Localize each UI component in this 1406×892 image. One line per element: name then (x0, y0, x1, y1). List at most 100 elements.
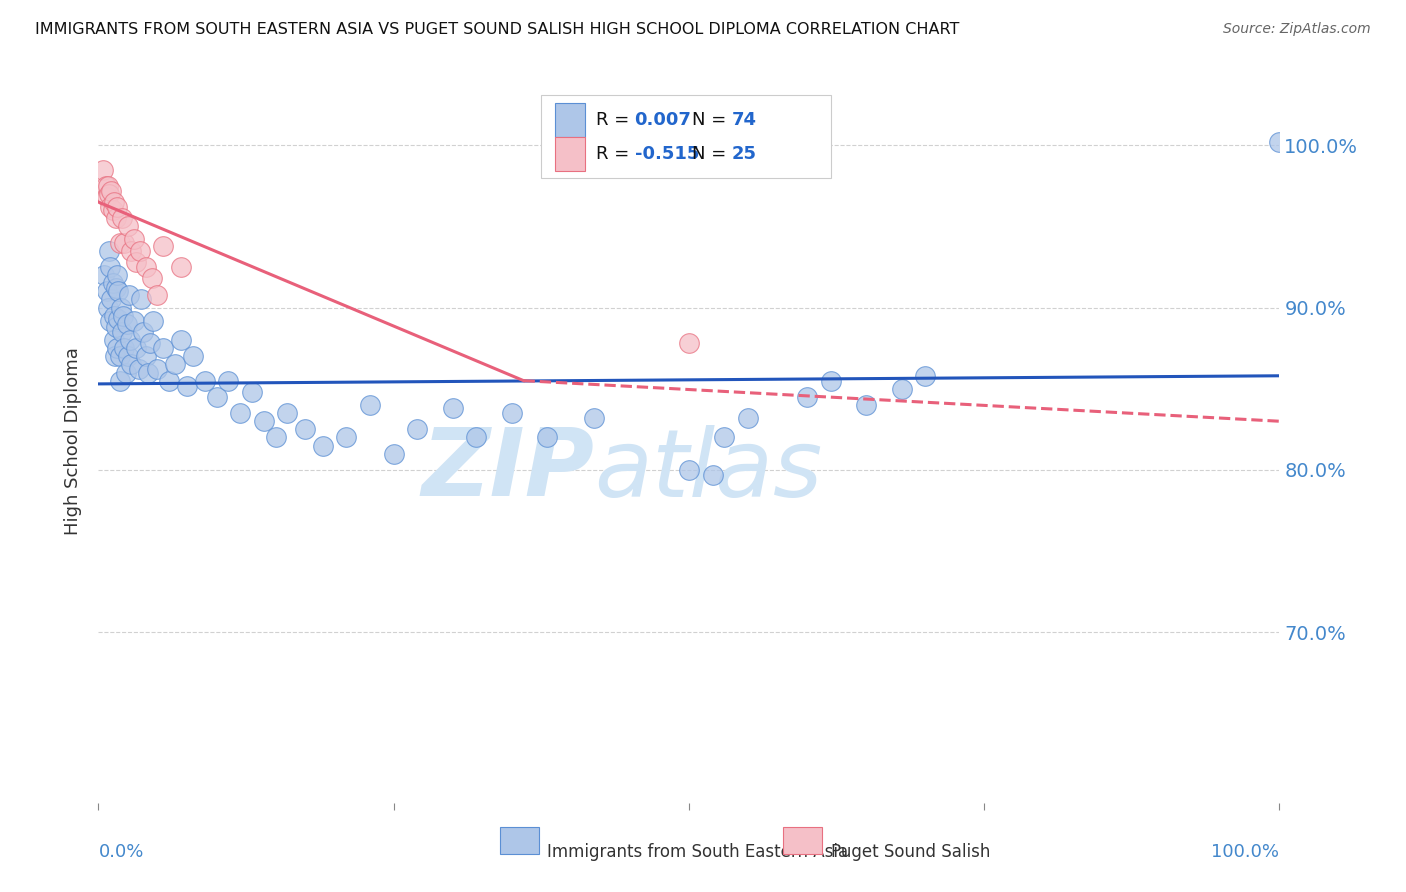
Text: IMMIGRANTS FROM SOUTH EASTERN ASIA VS PUGET SOUND SALISH HIGH SCHOOL DIPLOMA COR: IMMIGRANTS FROM SOUTH EASTERN ASIA VS PU… (35, 22, 959, 37)
Point (105, 211, 128, 226)
Point (146, 362, 169, 376)
Point (120, 333, 142, 347)
Point (382, 447, 405, 461)
Point (121, 244, 143, 258)
Point (128, 362, 150, 376)
Text: R =: R = (596, 145, 634, 163)
Point (98, 186, 121, 201)
Point (105, 268, 128, 282)
Text: Source: ZipAtlas.com: Source: ZipAtlas.com (1223, 22, 1371, 37)
Text: N =: N = (693, 145, 733, 163)
Point (240, 384, 263, 399)
Point (94, 178, 117, 193)
Text: 25: 25 (731, 145, 756, 163)
Y-axis label: High School Diploma: High School Diploma (65, 348, 83, 535)
Text: Puget Sound Salish: Puget Sound Salish (831, 843, 990, 861)
Point (112, 341, 135, 355)
Point (312, 439, 335, 453)
Point (125, 255, 148, 269)
Point (465, 430, 488, 444)
Point (128, 244, 150, 258)
Point (107, 285, 129, 299)
Point (101, 277, 124, 291)
Point (121, 358, 143, 372)
Point (122, 313, 145, 327)
Point (536, 430, 558, 444)
Point (105, 281, 128, 295)
Point (103, 333, 125, 347)
Point (115, 317, 138, 331)
Point (229, 406, 252, 420)
Point (135, 260, 157, 274)
Point (406, 422, 429, 436)
Point (105, 341, 128, 355)
Text: atlas: atlas (595, 425, 823, 516)
Point (678, 463, 700, 477)
Bar (555, 136, 585, 171)
Point (96, 285, 118, 299)
Point (112, 309, 135, 323)
Point (737, 411, 759, 425)
Text: 0.0%: 0.0% (98, 843, 143, 861)
Point (111, 211, 134, 226)
Text: N =: N = (693, 111, 733, 129)
Point (105, 200, 128, 214)
Point (125, 341, 148, 355)
Text: 74: 74 (731, 111, 756, 129)
Point (796, 390, 818, 404)
Point (103, 195, 125, 210)
Bar (555, 103, 585, 137)
Point (194, 374, 217, 388)
Point (165, 358, 187, 372)
Point (501, 406, 523, 420)
Point (276, 406, 298, 420)
Point (294, 422, 316, 436)
Point (141, 271, 163, 285)
Point (855, 398, 877, 412)
Point (702, 467, 724, 482)
Point (142, 313, 165, 327)
Point (678, 336, 700, 351)
Point (108, 349, 131, 363)
Point (135, 349, 157, 363)
Point (132, 325, 155, 339)
Point (129, 293, 152, 307)
Text: Immigrants from South Eastern Asia: Immigrants from South Eastern Asia (547, 843, 848, 861)
Point (253, 414, 276, 428)
Point (118, 287, 141, 301)
Point (93, 268, 115, 282)
Point (146, 287, 169, 301)
Point (91, 162, 114, 177)
Point (98, 244, 121, 258)
Text: R =: R = (596, 111, 634, 129)
Point (335, 430, 357, 444)
Point (104, 349, 127, 363)
Text: -0.515: -0.515 (634, 145, 699, 163)
Point (359, 398, 381, 412)
Point (205, 390, 228, 404)
Point (170, 333, 193, 347)
Point (100, 293, 122, 307)
Point (110, 301, 132, 315)
Point (1268, 135, 1291, 149)
Point (264, 430, 287, 444)
Point (108, 235, 131, 250)
Bar (783, 827, 823, 855)
Bar (541, 95, 831, 178)
Point (181, 349, 204, 363)
Point (820, 374, 842, 388)
Point (112, 235, 135, 250)
Point (98, 260, 121, 274)
Point (890, 382, 912, 396)
Point (100, 184, 122, 198)
Point (152, 341, 174, 355)
Point (114, 366, 136, 380)
Point (97, 178, 120, 193)
Point (107, 312, 129, 326)
Text: ZIP: ZIP (422, 425, 595, 516)
Point (103, 309, 125, 323)
Point (139, 336, 162, 351)
Point (176, 378, 198, 392)
Point (97, 301, 120, 315)
Point (583, 411, 606, 425)
